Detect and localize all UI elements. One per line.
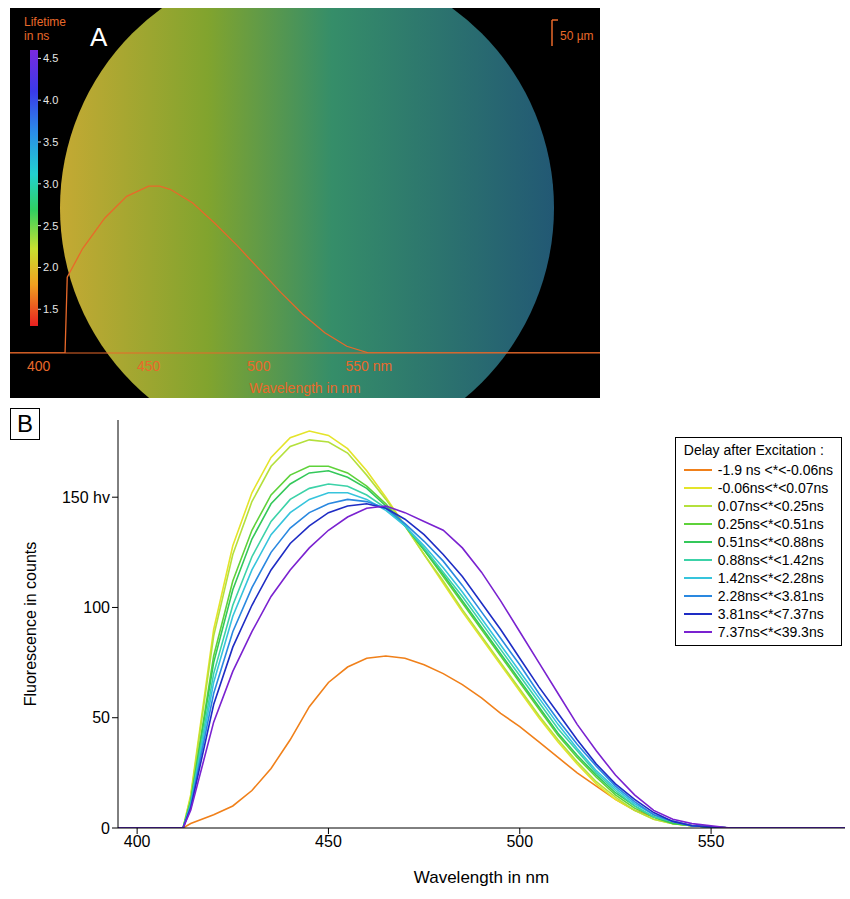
html-text:1.42ns<*<2.28ns: 1.42ns<*<2.28ns (717, 570, 824, 586)
svg-text:2.5: 2.5 (43, 220, 58, 232)
svg-text:150 hv: 150 hv (62, 489, 110, 506)
html-text:-0.06ns<*<0.07ns: -0.06ns<*<0.07ns (717, 480, 829, 496)
html-text:B: B (17, 410, 33, 437)
svg-text:50 µm: 50 µm (560, 29, 594, 43)
svg-text:3.5: 3.5 (43, 136, 58, 148)
svg-text:4.0: 4.0 (43, 94, 58, 106)
svg-text:1.5: 1.5 (43, 303, 58, 315)
svg-text:400: 400 (27, 358, 51, 374)
html-text:0.25ns<*<0.51ns: 0.25ns<*<0.51ns (717, 516, 824, 532)
svg-text:450: 450 (315, 833, 342, 850)
svg-text:450: 450 (137, 358, 161, 374)
svg-text:0: 0 (101, 820, 110, 837)
html-text:-1.9 ns <*<-0.06ns: -1.9 ns <*<-0.06ns (717, 462, 833, 478)
html-text:2.28ns<*<3.81ns: 2.28ns<*<3.81ns (717, 588, 824, 604)
html-text:0.07ns<*<0.25ns: 0.07ns<*<0.25ns (717, 498, 824, 514)
svg-text:550: 550 (698, 833, 725, 850)
svg-text:Fluorescence in counts: Fluorescence in counts (22, 542, 39, 707)
svg-text:550 nm: 550 nm (345, 358, 392, 374)
svg-text:50: 50 (92, 709, 110, 726)
svg-text:4.5: 4.5 (43, 52, 58, 64)
html-text:Delay after Excitation :: Delay after Excitation : (683, 442, 824, 458)
svg-text:Lifetime: Lifetime (24, 15, 66, 29)
html-text:3.81ns<*<7.37ns: 3.81ns<*<7.37ns (717, 606, 824, 622)
svg-text:500: 500 (247, 358, 271, 374)
svg-text:Wavelength in nm: Wavelength in nm (414, 868, 549, 887)
svg-text:2.0: 2.0 (43, 261, 58, 273)
svg-text:3.0: 3.0 (43, 178, 58, 190)
html-text:0.88ns<*<1.42ns: 0.88ns<*<1.42ns (717, 552, 824, 568)
svg-text:400: 400 (124, 833, 151, 850)
svg-text:in ns: in ns (24, 29, 49, 43)
svg-text:Wavelength in nm: Wavelength in nm (249, 380, 361, 396)
html-text:0.51ns<*<0.88ns: 0.51ns<*<0.88ns (717, 534, 824, 550)
html-text:7.37ns<*<39.3ns: 7.37ns<*<39.3ns (717, 624, 824, 640)
svg-text:A: A (90, 22, 108, 52)
svg-text:500: 500 (506, 833, 533, 850)
svg-text:100: 100 (83, 599, 110, 616)
